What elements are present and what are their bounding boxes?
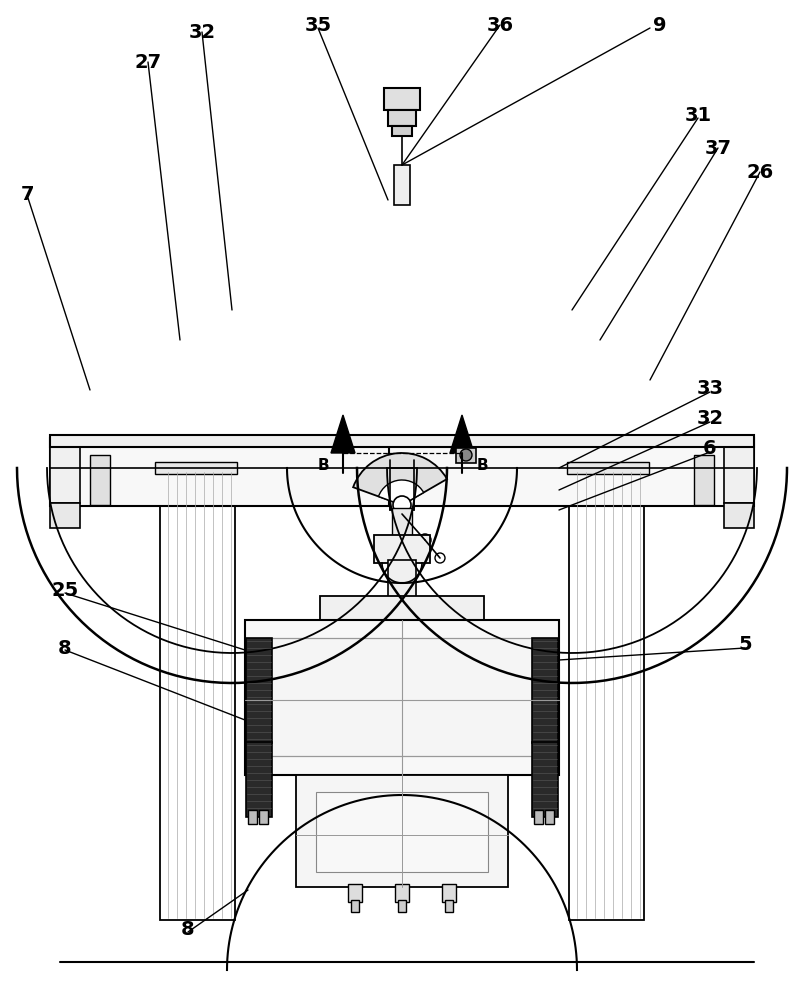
- Bar: [388, 560, 415, 600]
- Text: 9: 9: [652, 16, 666, 35]
- Bar: [90, 455, 110, 505]
- Bar: [296, 775, 507, 887]
- Text: 7: 7: [21, 186, 35, 205]
- Bar: [566, 462, 648, 474]
- Text: 6: 6: [703, 438, 716, 458]
- Bar: [389, 438, 753, 506]
- Polygon shape: [450, 415, 474, 453]
- Text: 25: 25: [51, 580, 79, 599]
- Bar: [455, 448, 475, 463]
- Text: 8: 8: [58, 639, 71, 658]
- Bar: [373, 535, 430, 563]
- Bar: [393, 165, 410, 205]
- Bar: [384, 88, 419, 110]
- Bar: [245, 620, 558, 775]
- Bar: [316, 792, 487, 872]
- Bar: [442, 884, 455, 902]
- Bar: [544, 810, 553, 824]
- Bar: [351, 900, 359, 912]
- Bar: [723, 438, 753, 503]
- Bar: [397, 900, 406, 912]
- Text: 8: 8: [181, 920, 194, 939]
- Polygon shape: [331, 415, 355, 453]
- Text: 35: 35: [304, 16, 331, 35]
- Text: 37: 37: [703, 139, 731, 158]
- Text: B: B: [475, 458, 487, 473]
- Text: 32: 32: [695, 408, 723, 428]
- Text: 33: 33: [695, 378, 723, 397]
- Bar: [160, 470, 234, 920]
- Bar: [392, 126, 411, 136]
- Text: B: B: [317, 458, 328, 473]
- Bar: [532, 638, 557, 743]
- Bar: [155, 462, 237, 474]
- Text: 26: 26: [745, 163, 772, 182]
- Bar: [388, 110, 415, 126]
- Bar: [532, 742, 557, 817]
- Bar: [50, 435, 753, 447]
- Bar: [246, 638, 271, 743]
- Text: 27: 27: [134, 53, 161, 72]
- Bar: [320, 596, 483, 621]
- Circle shape: [459, 449, 471, 461]
- Bar: [392, 508, 411, 538]
- Bar: [259, 810, 267, 824]
- Text: 36: 36: [486, 16, 513, 35]
- Bar: [389, 460, 414, 510]
- Circle shape: [418, 534, 430, 546]
- Bar: [50, 438, 414, 506]
- Bar: [50, 503, 80, 528]
- Bar: [569, 470, 643, 920]
- Circle shape: [393, 496, 410, 514]
- Text: 5: 5: [737, 636, 751, 654]
- Text: 31: 31: [683, 106, 711, 125]
- Bar: [265, 638, 538, 756]
- Bar: [723, 503, 753, 528]
- Bar: [394, 884, 409, 902]
- Bar: [50, 438, 80, 503]
- Bar: [348, 884, 361, 902]
- Wedge shape: [378, 480, 423, 505]
- Bar: [693, 455, 713, 505]
- Circle shape: [434, 553, 444, 563]
- Text: 32: 32: [188, 23, 215, 42]
- Bar: [533, 810, 542, 824]
- Bar: [247, 810, 257, 824]
- Bar: [444, 900, 452, 912]
- Bar: [246, 742, 271, 817]
- Wedge shape: [353, 453, 446, 505]
